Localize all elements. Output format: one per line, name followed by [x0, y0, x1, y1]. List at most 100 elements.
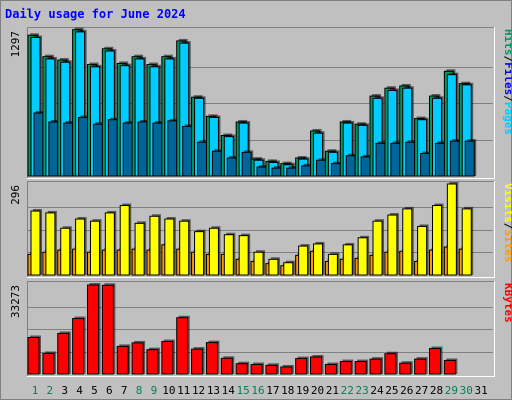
kbytes-bar-kbytes-day-16 — [250, 364, 263, 375]
day-label-13: 13 — [207, 384, 220, 397]
visits-sites-bar-visits-day-14 — [223, 234, 234, 276]
hits-files-pages-bar-pages-day-3 — [63, 122, 74, 177]
visits-sites-bar-visits-day-20 — [313, 243, 324, 276]
day-label-15: 15 — [237, 384, 250, 397]
kbytes-bar-kbytes-day-27 — [414, 358, 427, 375]
hits-files-pages-bar-pages-day-14 — [226, 157, 237, 177]
day-label-11: 11 — [177, 384, 190, 397]
visits-sites-legend-separator: / — [502, 223, 512, 230]
hits-files-pages-bar-pages-day-25 — [390, 142, 401, 177]
kbytes-bar-kbytes-day-23 — [354, 361, 367, 375]
day-label-2: 2 — [47, 384, 54, 397]
hits-files-pages-bar-pages-day-13 — [211, 150, 222, 177]
kbytes-bar-kbytes-day-6 — [101, 284, 114, 375]
day-label-17: 17 — [266, 384, 279, 397]
visits-sites-bar-visits-day-26 — [402, 208, 413, 276]
day-label-28: 28 — [430, 384, 443, 397]
visits-sites-bar-visits-day-25 — [387, 214, 398, 276]
hits-files-pages-bar-pages-day-8 — [137, 121, 148, 177]
hits-files-pages-bar-pages-day-7 — [122, 122, 133, 177]
hits-files-pages-legend-separator: / — [502, 56, 512, 63]
visits-sites-bar-visits-day-30 — [461, 208, 472, 276]
day-label-24: 24 — [370, 384, 384, 397]
kbytes-bar-kbytes-day-14 — [220, 357, 233, 375]
day-label-20: 20 — [311, 384, 324, 397]
visits-sites-bar-visits-day-7 — [119, 205, 130, 276]
visits-sites-bar-visits-day-24 — [372, 220, 383, 276]
visits-sites-bar-visits-day-2 — [45, 212, 56, 276]
kbytes-bar-kbytes-day-1 — [27, 336, 40, 375]
kbytes-bar-kbytes-day-9 — [146, 349, 159, 375]
visits-sites-bar-visits-day-18 — [283, 262, 294, 276]
visits-sites-bar-visits-day-4 — [75, 218, 86, 276]
hits-files-pages-bar-pages-day-2 — [48, 121, 59, 177]
visits-sites-bar-visits-day-11 — [179, 220, 190, 276]
visits-sites-bar-visits-day-21 — [327, 253, 338, 276]
hits-files-pages-max-label: 1297 — [9, 31, 22, 58]
kbytes-bar-kbytes-day-12 — [191, 348, 204, 375]
visits-sites-bar-visits-day-29 — [446, 183, 457, 276]
kbytes-bar-kbytes-day-25 — [384, 353, 397, 375]
day-label-1: 1 — [32, 384, 39, 397]
hits-files-pages-bar-pages-day-20 — [316, 159, 327, 177]
visits-sites-bar-visits-day-5 — [89, 220, 100, 276]
kbytes-bar-kbytes-day-28 — [428, 348, 441, 375]
chart-title: Daily usage for June 2024 — [5, 7, 186, 21]
day-label-29: 29 — [445, 384, 458, 397]
visits-sites-max-label: 296 — [9, 185, 22, 205]
hits-files-pages-legend: Hits/Files/Pages — [502, 29, 512, 135]
kbytes-bar-kbytes-day-13 — [205, 342, 218, 375]
visits-sites-bar-visits-day-22 — [342, 244, 353, 276]
hits-files-pages-bar-pages-day-9 — [152, 122, 163, 177]
day-label-5: 5 — [91, 384, 98, 397]
hits-files-pages-bar-pages-day-23 — [360, 156, 371, 177]
day-label-6: 6 — [106, 384, 113, 397]
kbytes-bar-kbytes-day-15 — [235, 363, 248, 375]
hits-files-pages-bar-pages-day-28 — [434, 142, 445, 177]
visits-sites-legend-sites: Sites — [502, 229, 512, 262]
kbytes-bar-kbytes-day-2 — [42, 352, 55, 375]
visits-sites-bar-visits-day-3 — [60, 227, 71, 276]
visits-sites-bar-visits-day-28 — [431, 205, 442, 276]
kbytes-legend-kbytes: KBytes — [502, 283, 512, 323]
kbytes-bar-kbytes-day-17 — [265, 364, 278, 375]
hits-files-pages-bar-pages-day-11 — [182, 125, 193, 177]
kbytes-legend: KBytes — [502, 283, 512, 323]
hits-files-pages-bar-pages-day-15 — [241, 151, 252, 177]
hits-files-pages-bar-pages-day-17 — [271, 167, 282, 177]
hits-files-pages-bar-pages-day-5 — [92, 123, 103, 177]
kbytes-bar-kbytes-day-18 — [280, 366, 293, 375]
visits-sites-bar-visits-day-1 — [30, 210, 41, 276]
hits-files-pages-bar-pages-day-1 — [33, 112, 44, 177]
hits-files-pages-legend-separator: / — [502, 95, 512, 102]
visits-sites-bar-visits-day-10 — [164, 218, 175, 276]
kbytes-bar-kbytes-day-19 — [295, 358, 308, 375]
day-label-9: 9 — [151, 384, 158, 397]
day-label-21: 21 — [326, 384, 339, 397]
day-label-3: 3 — [61, 384, 68, 397]
hits-files-pages-bar-pages-day-19 — [301, 165, 312, 177]
kbytes-bar-kbytes-day-21 — [324, 364, 337, 375]
day-label-16: 16 — [251, 384, 264, 397]
kbytes-bar-kbytes-day-8 — [131, 342, 144, 375]
hits-files-pages-bar-pages-day-24 — [375, 142, 386, 177]
hits-files-pages-bar-pages-day-27 — [420, 152, 431, 177]
visits-sites-legend-visits: Visits — [502, 183, 512, 223]
day-label-7: 7 — [121, 384, 128, 397]
day-label-27: 27 — [415, 384, 428, 397]
day-label-30: 30 — [460, 384, 473, 397]
visits-sites-bar-visits-day-12 — [194, 231, 205, 276]
kbytes-max-label: 33273 — [9, 285, 22, 318]
day-label-10: 10 — [162, 384, 175, 397]
kbytes-bar-kbytes-day-7 — [116, 345, 129, 375]
hits-files-pages-bar-pages-day-16 — [256, 166, 267, 177]
visits-sites-bar-visits-day-19 — [298, 245, 309, 276]
hits-files-pages-bar-pages-day-26 — [405, 141, 416, 177]
day-label-19: 19 — [296, 384, 309, 397]
day-label-31: 31 — [474, 384, 487, 397]
day-label-25: 25 — [385, 384, 398, 397]
hits-files-pages-legend-pages: Pages — [502, 102, 512, 135]
hits-files-pages-bar-pages-day-4 — [78, 116, 89, 177]
visits-sites-bar-visits-day-8 — [134, 222, 145, 276]
